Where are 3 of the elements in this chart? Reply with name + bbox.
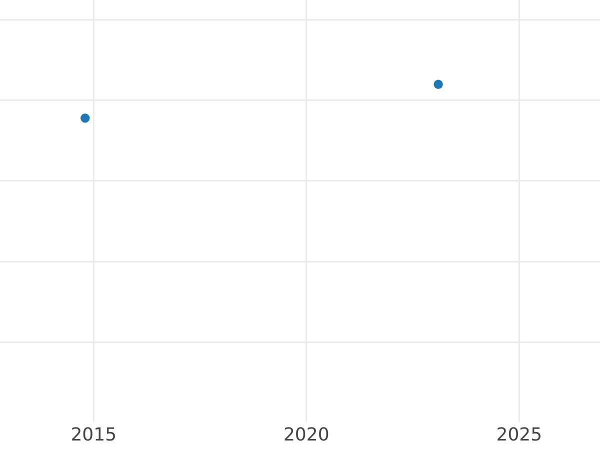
x-tick-label: 2020 bbox=[283, 424, 330, 446]
x-tick-label: 2025 bbox=[496, 424, 542, 446]
x-tick-label: 2015 bbox=[70, 424, 117, 446]
